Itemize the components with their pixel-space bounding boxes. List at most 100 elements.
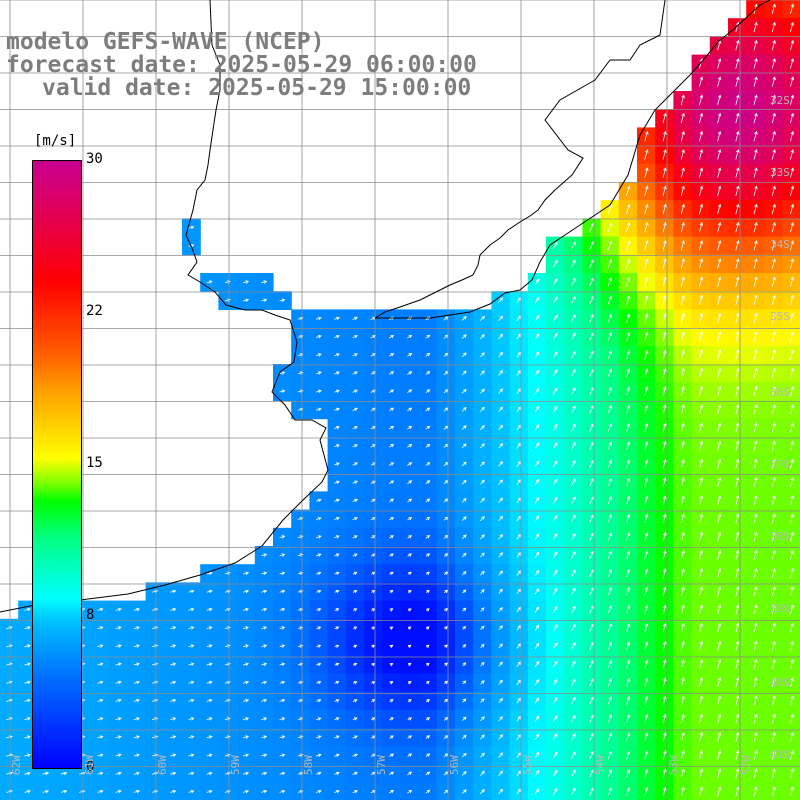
wind-arrow xyxy=(790,531,794,542)
wind-arrow xyxy=(753,203,758,215)
wind-arrow xyxy=(607,258,613,269)
lon-label: 57W xyxy=(375,755,388,775)
wind-arrow xyxy=(735,440,740,451)
wind-arrow xyxy=(790,21,795,33)
wind-speed-cell xyxy=(400,436,420,456)
wind-arrow xyxy=(771,203,776,215)
wind-arrow xyxy=(115,753,122,757)
wind-arrow xyxy=(352,699,358,703)
wind-arrow xyxy=(24,789,31,794)
wind-arrow xyxy=(480,570,485,576)
wind-speed-cell xyxy=(564,600,583,620)
wind-arrow xyxy=(170,717,177,721)
wind-speed-cell xyxy=(509,473,529,492)
coastline xyxy=(0,0,771,613)
wind-arrow xyxy=(407,444,413,448)
wind-arrow xyxy=(717,786,722,797)
wind-arrow xyxy=(552,496,558,504)
wind-arrow xyxy=(571,332,576,341)
wind-arrow xyxy=(662,331,667,342)
wind-speed-cell xyxy=(418,764,438,784)
wind-speed-cell xyxy=(509,746,529,765)
wind-arrow xyxy=(552,624,558,632)
wind-arrow xyxy=(644,550,649,560)
wind-arrow xyxy=(516,606,521,613)
wind-arrow xyxy=(498,370,504,376)
wind-arrow xyxy=(115,771,122,776)
wind-arrow xyxy=(699,276,704,288)
wind-speed-cell xyxy=(418,400,438,420)
lat-label: 41S xyxy=(770,748,790,761)
wind-arrow xyxy=(444,607,449,612)
wind-speed-cell xyxy=(473,418,492,438)
wind-arrow xyxy=(279,371,286,375)
wind-speed-cell xyxy=(491,655,511,674)
wind-arrow xyxy=(699,94,704,106)
wind-arrow xyxy=(644,677,649,687)
wind-arrow xyxy=(699,349,704,360)
wind-arrow xyxy=(644,294,649,306)
wind-speed-cell xyxy=(382,746,401,765)
wind-arrow xyxy=(607,696,612,705)
wind-arrow xyxy=(334,389,340,393)
wind-speed-cell xyxy=(400,527,420,547)
wind-arrow xyxy=(644,531,649,542)
wind-arrow xyxy=(480,607,485,612)
wind-arrow xyxy=(480,425,485,431)
wind-speed-cell xyxy=(527,418,547,438)
wind-speed-cell xyxy=(455,600,474,620)
wind-arrow xyxy=(644,786,649,796)
wind-arrow xyxy=(444,626,448,630)
wind-arrow xyxy=(571,569,576,577)
wind-speed-cell xyxy=(473,436,492,456)
wind-arrow xyxy=(626,514,631,523)
wind-arrow xyxy=(589,550,594,559)
wind-arrow xyxy=(133,698,141,703)
wind-arrow xyxy=(461,479,467,485)
wind-speed-cell xyxy=(473,655,492,674)
wind-arrow xyxy=(662,513,667,524)
wind-arrow xyxy=(717,221,722,233)
wind-speed-cell xyxy=(527,618,547,638)
wind-arrow xyxy=(589,222,594,232)
wind-speed-cell xyxy=(418,382,438,401)
wind-arrow xyxy=(170,789,177,794)
wind-arrow xyxy=(243,644,249,648)
wind-speed-cell xyxy=(491,673,511,693)
wind-arrow xyxy=(552,259,558,268)
wind-speed-cell xyxy=(491,764,511,784)
wind-arrow xyxy=(480,443,485,449)
wind-arrow xyxy=(735,331,740,342)
wind-speed-cell xyxy=(418,691,438,711)
wind-arrow xyxy=(680,731,685,742)
wind-arrow xyxy=(425,462,431,466)
wind-speed-cell xyxy=(364,691,383,711)
wind-arrow xyxy=(607,423,612,432)
wind-speed-cell xyxy=(509,582,529,602)
colorbar-tick: 22 xyxy=(86,303,103,319)
wind-speed-cell xyxy=(364,527,383,547)
wind-speed-cell xyxy=(546,382,565,401)
wind-speed-cell xyxy=(382,400,401,420)
wind-arrow xyxy=(607,750,612,760)
wind-arrow xyxy=(498,406,504,413)
wind-speed-cell xyxy=(364,655,383,674)
wind-speed-cell xyxy=(509,436,529,456)
wind-arrow xyxy=(644,313,649,324)
wind-arrow xyxy=(571,751,576,759)
wind-arrow xyxy=(607,587,612,596)
wind-arrow xyxy=(516,661,521,667)
wind-arrow xyxy=(680,258,685,269)
wind-speed-cell xyxy=(436,473,456,492)
wind-arrow xyxy=(662,349,667,360)
wind-arrow xyxy=(133,717,141,721)
lat-label: 32S xyxy=(770,94,790,107)
wind-speed-cell xyxy=(546,491,565,511)
wind-arrow xyxy=(717,440,722,451)
wind-speed-cell xyxy=(473,709,492,729)
wind-arrow xyxy=(607,641,612,650)
wind-arrow xyxy=(334,480,340,484)
wind-arrow xyxy=(735,731,740,742)
wind-arrow xyxy=(571,532,576,541)
wind-arrow xyxy=(662,112,667,124)
